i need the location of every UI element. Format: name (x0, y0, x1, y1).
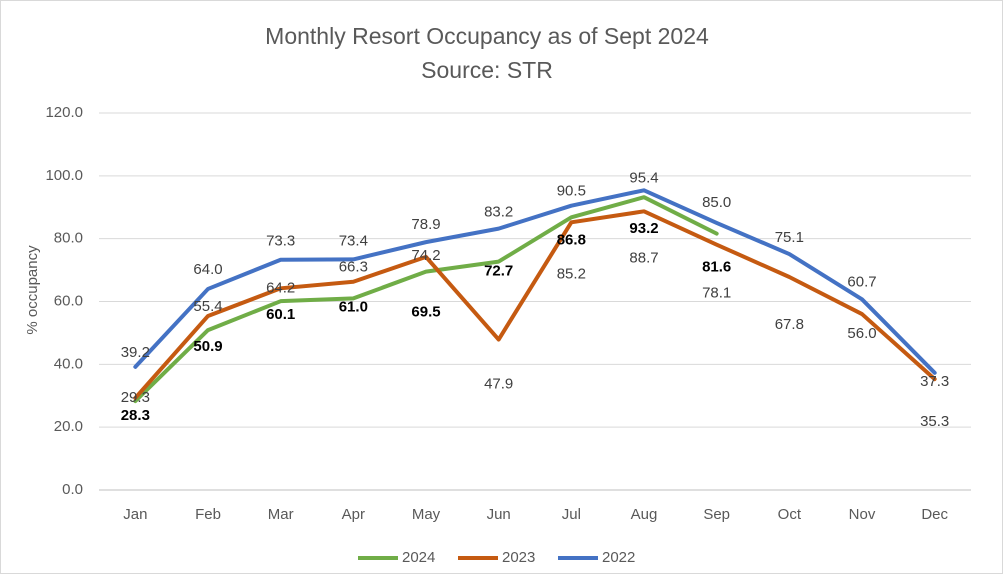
series-line (133, 195, 719, 404)
series-line (133, 188, 937, 375)
legend-label: 2022 (602, 549, 635, 566)
data-label: 86.8 (557, 231, 586, 248)
data-label: 73.3 (266, 233, 295, 250)
y-tick-label: 0.0 (62, 481, 83, 498)
y-tick-label: 120.0 (45, 104, 83, 121)
data-label: 85.2 (557, 265, 586, 282)
data-label: 88.7 (629, 249, 658, 266)
data-label: 50.9 (193, 338, 222, 355)
data-label: 35.3 (920, 413, 949, 430)
data-label: 64.0 (193, 261, 222, 278)
x-tick-label: Sep (703, 506, 730, 523)
data-label: 37.3 (920, 373, 949, 390)
data-label: 95.4 (629, 169, 658, 186)
data-label: 73.4 (339, 232, 368, 249)
x-tick-label: Aug (631, 506, 658, 523)
y-tick-label: 60.0 (54, 292, 83, 309)
x-tick-label: Apr (342, 506, 365, 523)
x-tick-label: Mar (268, 506, 294, 523)
data-label: 60.1 (266, 306, 295, 323)
data-label: 83.2 (484, 204, 513, 221)
data-label: 56.0 (847, 325, 876, 342)
y-tick-label: 20.0 (54, 418, 83, 435)
data-label: 39.2 (121, 344, 150, 361)
data-label: 93.2 (629, 220, 658, 237)
y-tick-label: 80.0 (54, 230, 83, 247)
legend-label: 2023 (502, 549, 535, 566)
data-label: 75.1 (775, 229, 804, 246)
y-axis-label: % occupancy (24, 245, 41, 335)
data-label: 74.2 (411, 247, 440, 264)
data-label: 66.3 (339, 259, 368, 276)
x-tick-label: Jul (562, 506, 581, 523)
data-label: 69.5 (411, 304, 440, 321)
data-label: 72.7 (484, 263, 513, 280)
data-label: 55.4 (193, 298, 222, 315)
data-label: 85.0 (702, 194, 731, 211)
x-tick-label: May (412, 506, 441, 523)
data-label: 90.5 (557, 183, 586, 200)
data-label: 78.1 (702, 285, 731, 302)
y-tick-label: 100.0 (45, 167, 83, 184)
x-tick-label: Nov (849, 506, 876, 523)
legend-label: 2024 (402, 549, 435, 566)
x-tick-label: Oct (778, 506, 802, 523)
x-tick-label: Jun (487, 506, 511, 523)
data-label: 29.3 (121, 389, 150, 406)
data-label: 60.7 (847, 273, 876, 290)
series-line (133, 209, 937, 400)
x-tick-label: Jan (123, 506, 147, 523)
data-label: 47.9 (484, 375, 513, 392)
data-label: 64.2 (266, 279, 295, 296)
data-label: 78.9 (411, 216, 440, 233)
chart-subtitle: Source: STR (421, 57, 553, 83)
x-tick-label: Dec (921, 506, 948, 523)
y-tick-label: 40.0 (54, 355, 83, 372)
data-label: 81.6 (702, 259, 731, 276)
data-label: 67.8 (775, 316, 804, 333)
data-label: 61.0 (339, 298, 368, 315)
data-label: 28.3 (121, 407, 150, 424)
x-tick-label: Feb (195, 506, 221, 523)
chart-title: Monthly Resort Occupancy as of Sept 2024 (265, 23, 709, 49)
